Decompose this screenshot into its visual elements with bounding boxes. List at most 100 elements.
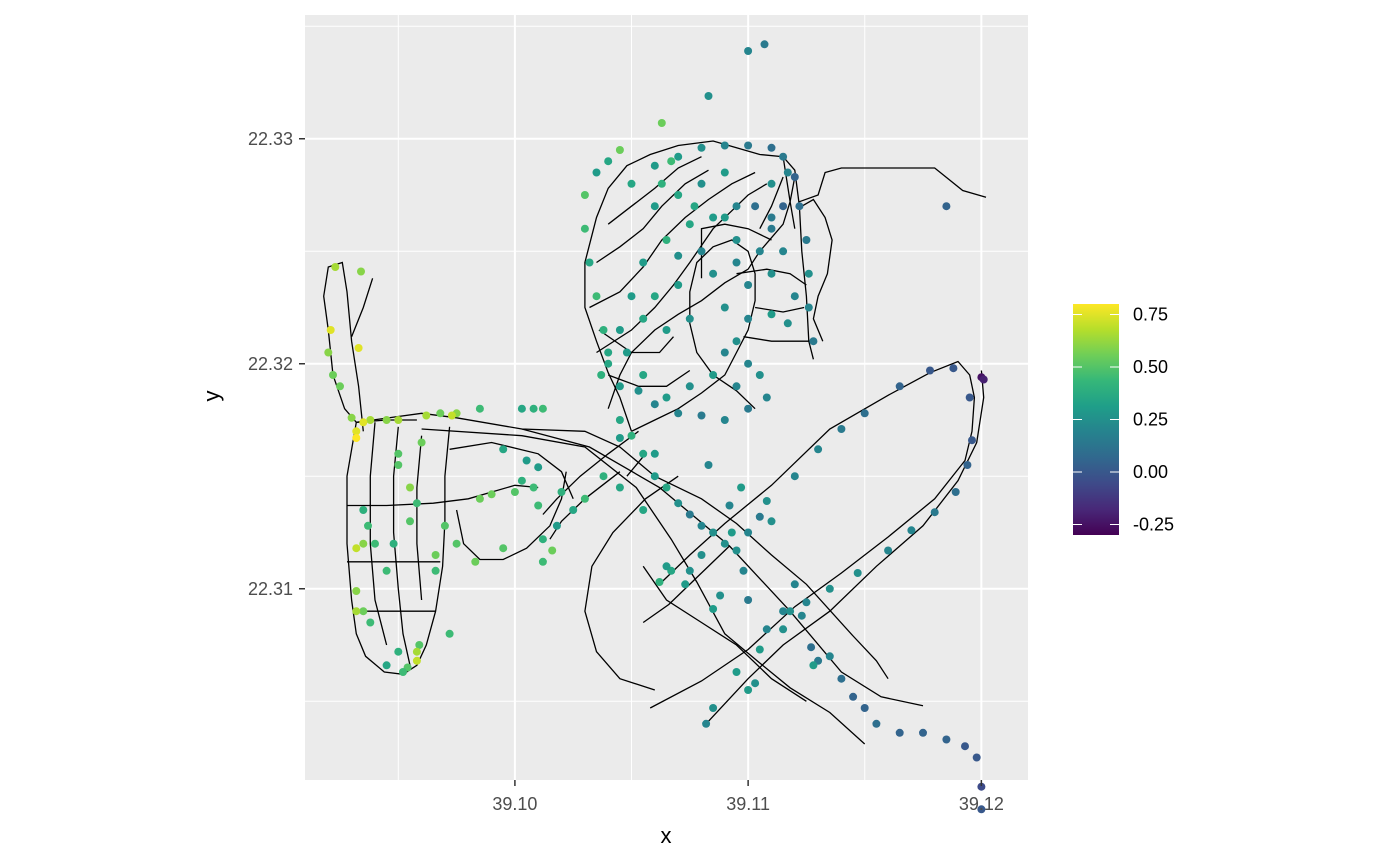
data-point [615,146,624,154]
data-point [599,326,608,334]
data-point [475,404,484,413]
data-point [615,382,624,391]
data-point [440,521,449,530]
data-point [445,629,454,638]
data-point [662,562,671,571]
data-point [725,501,734,510]
data-point [795,202,804,211]
road-line [700,223,772,279]
road-line [705,370,985,725]
data-point [779,247,788,256]
y-tick-label: 22.33 [248,129,293,149]
x-axis-title: x [661,823,672,848]
data-point [431,551,440,559]
data-point [650,161,659,170]
data-point [751,202,760,211]
data-point [580,494,589,503]
data-point [744,596,753,604]
data-point [872,719,881,728]
data-point [767,213,776,222]
data-point [371,539,379,548]
road-line [642,545,730,624]
data-point [720,141,729,150]
data-point [965,393,974,402]
data-point [732,258,741,267]
data-point [331,263,340,271]
x-tick-label: 39.11 [726,794,770,814]
data-point [720,168,729,177]
data-point [744,281,753,289]
data-point [802,598,811,607]
data-point [615,326,624,334]
data-point [751,679,760,688]
data-point [552,521,561,530]
road-line [642,565,807,702]
y-tick-label: 22.32 [248,354,293,374]
road-line [743,336,809,342]
data-point [697,247,706,256]
data-point [417,438,426,447]
data-point [825,652,834,661]
data-point [979,375,988,384]
data-point [790,580,799,589]
data-point [755,371,764,379]
legend-label: 0.00 [1133,462,1168,482]
data-point [961,742,969,751]
data-point [755,645,764,654]
data-point [779,607,788,616]
data-point [779,152,788,161]
data-point [359,418,368,427]
data-point [837,674,846,683]
data-point [447,411,456,420]
data-point [732,337,741,346]
road-line [589,171,756,309]
x-axis: 39.10 39.11 39.12 [492,780,1004,814]
data-point [760,40,769,49]
data-point [697,411,706,420]
road-line [347,484,539,507]
data-point [697,143,706,152]
data-point [627,179,636,188]
data-point [650,400,659,409]
data-point [622,348,631,357]
data-point [650,202,659,211]
road-line [607,369,691,387]
data-point [412,656,421,665]
data-point [436,409,445,418]
data-point [744,141,753,150]
data-point [762,393,771,402]
data-point [529,483,538,492]
data-point [895,382,904,391]
data-point [720,416,729,424]
data-point [709,704,718,712]
data-point [557,488,566,496]
data-point [709,605,718,613]
data-point [709,269,718,278]
data-point [790,292,799,301]
data-point [783,168,792,177]
data-point [615,416,624,424]
road-line [369,422,388,646]
legend-label: -0.25 [1133,515,1174,535]
data-point [744,528,753,537]
data-point [732,668,741,676]
data-point [690,202,699,211]
data-point [727,528,736,537]
road-line [584,140,815,432]
data-point [739,566,748,575]
data-point [657,119,666,127]
data-point [720,213,729,222]
road-line [649,360,976,709]
data-point [650,472,659,481]
data-point [412,647,421,656]
data-point [627,292,636,301]
data-point [538,404,547,413]
data-point [394,416,403,424]
data-point [639,449,648,458]
data-point [639,258,648,267]
road-line [350,278,374,337]
data-point [534,501,543,510]
road-network [323,140,987,745]
data-point [884,546,893,555]
